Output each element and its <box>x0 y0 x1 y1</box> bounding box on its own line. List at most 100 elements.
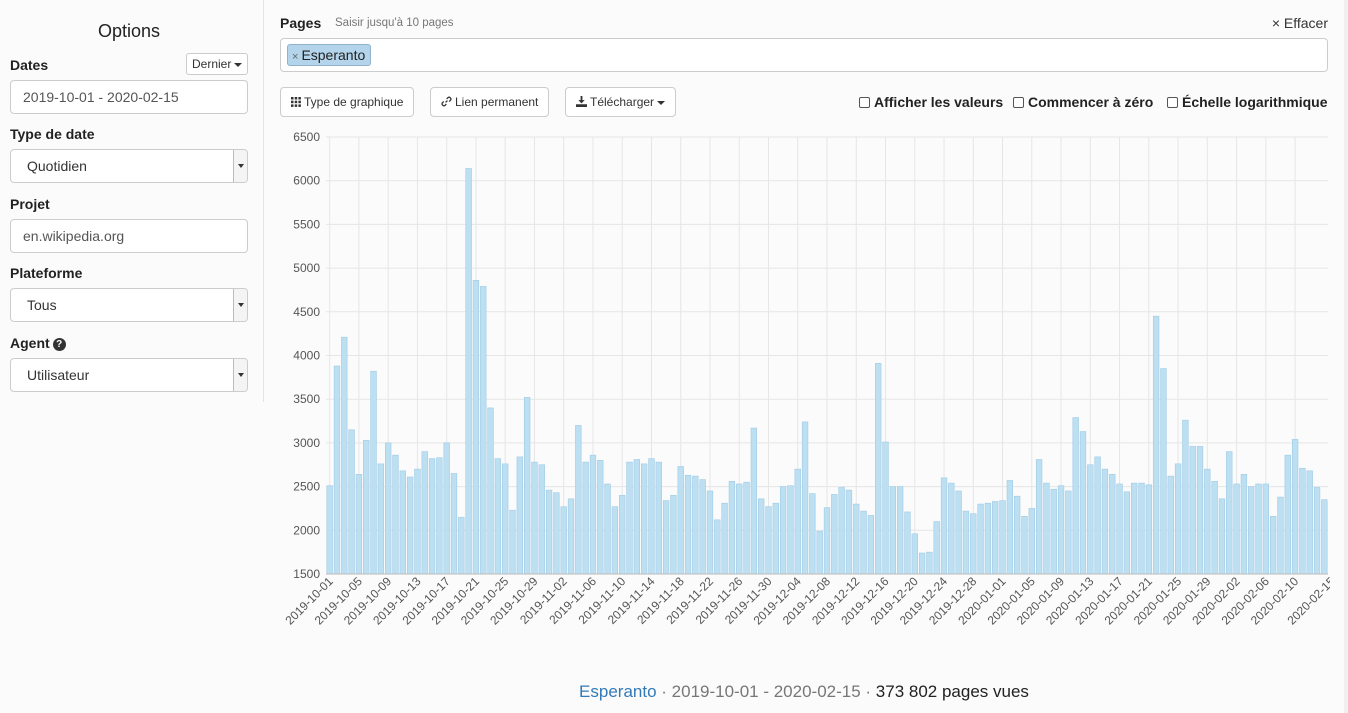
bar <box>1240 474 1248 575</box>
bar <box>655 461 662 575</box>
bar <box>699 479 706 575</box>
bar <box>355 474 363 575</box>
bar <box>538 464 545 575</box>
dates-preset-dropdown[interactable]: Dernier <box>186 53 248 75</box>
bar <box>933 521 940 575</box>
bar <box>1284 454 1291 575</box>
select-arrow-icon <box>233 359 247 391</box>
bar <box>385 442 392 575</box>
bar <box>582 461 589 575</box>
project-input[interactable]: en.wikipedia.org <box>10 219 248 253</box>
permalink-button[interactable]: Lien permanent <box>430 87 550 117</box>
y-tick-label: 4500 <box>293 305 320 319</box>
bar <box>1109 474 1116 575</box>
bar <box>940 477 948 575</box>
footer-range: 2019-10-01 - 2020-02-15 <box>671 682 861 701</box>
bar <box>465 168 472 575</box>
options-sidebar: Options Dates Dernier 2019-10-01 - 2020-… <box>0 0 264 402</box>
grid-icon <box>291 97 301 107</box>
footer-page-link[interactable]: Esperanto <box>579 682 657 701</box>
bar <box>619 495 626 575</box>
bar <box>370 370 377 575</box>
bar <box>860 510 867 575</box>
y-tick-label: 3000 <box>293 436 320 450</box>
bar <box>889 486 896 575</box>
bar <box>1050 488 1057 575</box>
project-label: Projet <box>10 196 50 212</box>
remove-tag-icon[interactable]: × <box>292 51 299 63</box>
bar <box>575 425 582 575</box>
download-icon <box>576 96 587 107</box>
y-tick-label: 5500 <box>293 217 320 231</box>
bar <box>736 483 743 575</box>
begin-zero-checkbox[interactable]: Commencer à zéro <box>1013 94 1153 110</box>
platform-select[interactable]: Tous <box>10 288 248 322</box>
y-tick-label: 3500 <box>293 392 320 406</box>
pages-input[interactable]: × Esperanto <box>280 38 1328 72</box>
bar <box>1160 368 1167 575</box>
bar <box>1094 456 1101 575</box>
bar <box>414 468 421 575</box>
chart-type-button[interactable]: Type de graphique <box>280 87 415 117</box>
bar <box>626 461 633 575</box>
date-type-value: Quotidien <box>27 158 87 174</box>
download-button[interactable]: Télécharger <box>565 87 677 117</box>
date-type-select[interactable]: Quotidien <box>10 149 248 183</box>
dates-input[interactable]: 2019-10-01 - 2020-02-15 <box>10 80 248 114</box>
question-circle-icon[interactable]: ? <box>52 338 66 351</box>
footer-separator: · <box>656 682 672 701</box>
bar <box>377 463 385 575</box>
bar <box>1116 483 1123 575</box>
bar <box>875 363 882 575</box>
bar <box>348 429 355 575</box>
bar <box>399 470 406 575</box>
footer-views-number: 373 802 <box>875 682 938 701</box>
bar <box>684 474 692 575</box>
checkbox-icon[interactable] <box>1167 97 1178 108</box>
caret-down-icon <box>234 62 243 67</box>
log-scale-label: Échelle logarithmique <box>1182 94 1328 110</box>
bar <box>977 503 984 575</box>
bar <box>458 516 465 575</box>
bar <box>692 475 699 575</box>
bar <box>962 510 970 575</box>
agent-select[interactable]: Utilisateur <box>10 358 248 392</box>
bar <box>640 463 648 575</box>
bar <box>1138 482 1145 575</box>
bar <box>853 503 860 575</box>
bar <box>823 507 831 575</box>
pages-label: Pages <box>280 15 322 31</box>
checkbox-icon[interactable] <box>1013 97 1024 108</box>
log-scale-checkbox[interactable]: Échelle logarithmique <box>1167 94 1327 110</box>
checkbox-icon[interactable] <box>859 97 870 108</box>
bar <box>1065 490 1072 575</box>
bar <box>1248 486 1255 575</box>
link-icon <box>441 96 452 107</box>
bar <box>772 502 779 575</box>
bar <box>1145 484 1152 575</box>
page-tag[interactable]: × Esperanto <box>287 44 372 66</box>
bar <box>604 483 611 575</box>
caret-down-icon <box>657 100 666 105</box>
show-values-checkbox[interactable]: Afficher les valeurs <box>859 94 1003 110</box>
agent-label-row: Agent? <box>10 335 66 351</box>
bar <box>970 513 977 575</box>
bar <box>450 473 458 575</box>
clear-pages-link[interactable]: × Effacer <box>1271 15 1328 31</box>
bar <box>1211 481 1218 575</box>
bar <box>984 502 992 575</box>
begin-zero-label: Commencer à zéro <box>1028 94 1154 110</box>
bar <box>992 501 999 575</box>
page-scrollbar[interactable] <box>1344 0 1348 713</box>
bar <box>714 519 721 575</box>
summary-footer: Esperanto · 2019-10-01 - 2020-02-15 · 37… <box>0 682 1348 702</box>
bar <box>589 454 597 575</box>
bar <box>1072 417 1079 575</box>
bar <box>1255 483 1262 575</box>
bar <box>1043 482 1050 575</box>
platform-value: Tous <box>27 297 57 313</box>
pageviews-chart: 1500 2000 2500 3000 3500 4000 4500 5000 5500 6000… <box>282 130 1330 628</box>
bar <box>333 365 341 575</box>
bar <box>1152 315 1160 575</box>
bar <box>1196 446 1204 575</box>
